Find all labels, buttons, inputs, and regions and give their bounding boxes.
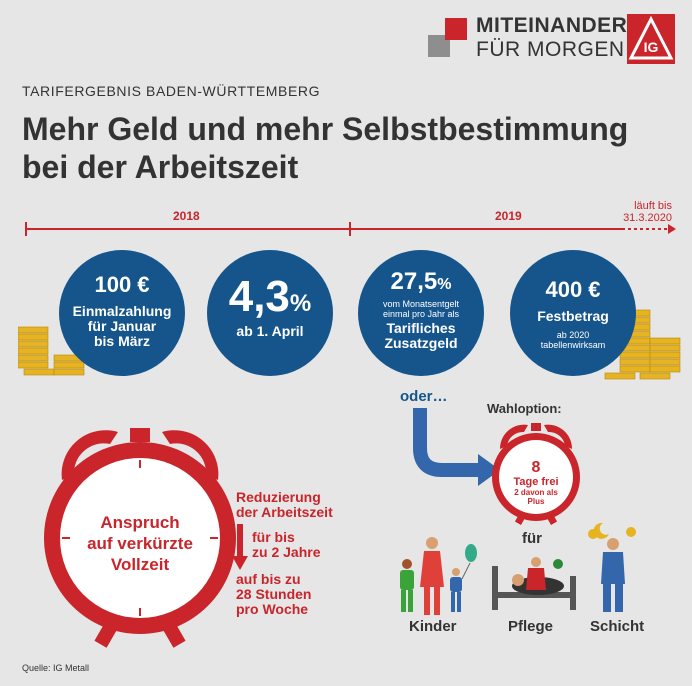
logo-line1: MITEINANDER [476, 14, 628, 37]
logo-square-grey [428, 35, 450, 57]
curved-arrow-icon [413, 408, 500, 486]
timeline-arrow [25, 222, 676, 236]
kicker: TARIFERGEBNIS BADEN-WÜRTTEMBERG [22, 83, 321, 99]
logo-line2: FÜR MORGEN [476, 38, 625, 61]
reduction-duration: für bis zu 2 Jahre [252, 529, 321, 560]
coin-stack-left-icon [18, 326, 85, 376]
clock-large-text: Anspruch auf verkürzte Vollzeit [87, 513, 193, 574]
shift-worker-icon [588, 522, 636, 612]
oder-label: oder… [400, 388, 448, 405]
headline-line2: bei der Arbeitszeit [22, 149, 299, 185]
circle-festbetrag: 400 € Festbetrag ab 2020 tabellenwirksam [510, 250, 636, 376]
wahloption-label: Wahloption: [487, 401, 562, 416]
coin-stack-right-icon [604, 309, 681, 380]
ig-metall-logo-icon: IG [627, 14, 675, 64]
category-schicht: Schicht [590, 618, 645, 635]
timeline-end: läuft bis 31.3.2020 [623, 200, 672, 224]
category-pflege: Pflege [508, 618, 554, 635]
reduction-amount: auf bis zu 28 Stunden pro Woche [236, 571, 312, 617]
clock-small-text: 8 Tage frei 2 davon als Plus [513, 459, 559, 507]
down-arrow-icon [232, 524, 248, 570]
category-kinder: Kinder [409, 618, 457, 635]
headline: Mehr Geld und mehr Selbstbestimmung bei … [22, 110, 682, 186]
circle-zusatzgeld: 27,5% vom Monatsentgelt einmal pro Jahr … [358, 250, 484, 376]
care-pflege-icon [492, 557, 576, 610]
reduction-title: Reduzierung der Arbeitszeit [236, 489, 333, 520]
fuer-label: für [522, 530, 542, 547]
alarm-clock-large-icon [44, 428, 236, 648]
logo-square-red [445, 18, 467, 40]
alarm-clock-small-icon [492, 423, 580, 526]
circle-einmalzahlung: 100 € Einmalzahlung für Januar bis März [59, 250, 185, 376]
source-note: Quelle: IG Metall [22, 663, 90, 673]
circle-prozent-erhoehung: 4,3% ab 1. April [207, 250, 333, 376]
headline-line1: Mehr Geld und mehr Selbstbestimmung [22, 111, 629, 147]
timeline-year-2018: 2018 [173, 209, 200, 223]
svg-text:IG: IG [644, 39, 659, 55]
timeline-year-2019: 2019 [495, 209, 522, 223]
family-kinder-icon [400, 537, 477, 615]
